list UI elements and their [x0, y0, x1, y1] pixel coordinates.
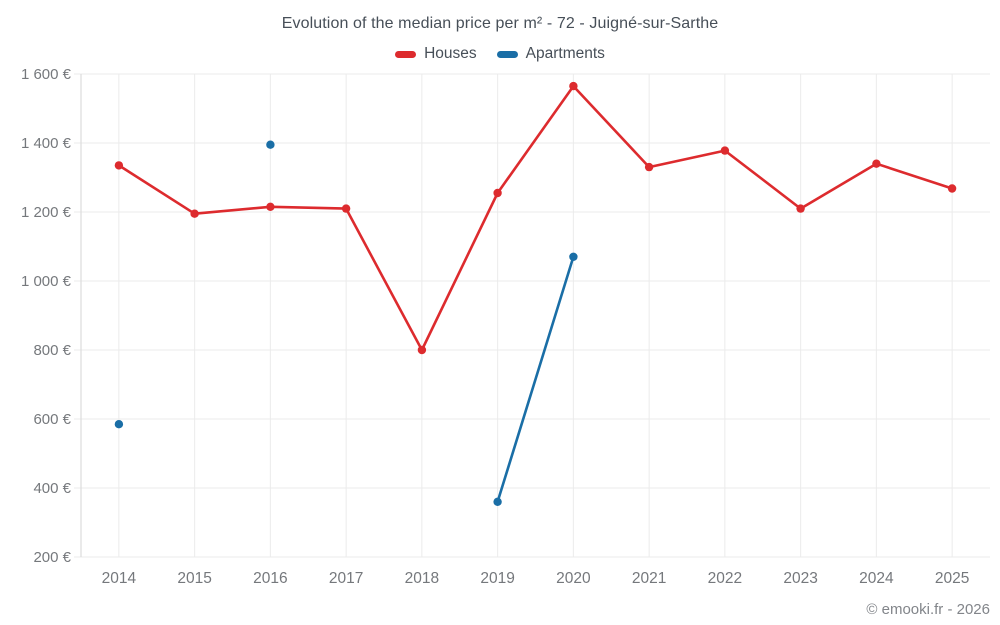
y-axis-tick-label: 600 € — [33, 411, 71, 428]
copyright-notice: © emooki.fr - 2026 — [866, 601, 990, 618]
x-axis-tick-label: 2018 — [405, 570, 439, 587]
apartments-line-series — [114, 140, 578, 506]
apartments-data-point-2020[interactable] — [569, 252, 578, 261]
houses-data-point-2023[interactable] — [796, 204, 805, 213]
houses-data-point-2014[interactable] — [114, 161, 124, 170]
y-axis-tick-label: 400 € — [33, 480, 71, 497]
houses-series-marker — [395, 50, 417, 58]
legend-label: Apartments — [525, 45, 605, 62]
x-axis-tick-label: 2015 — [177, 570, 211, 587]
houses-data-point-2015[interactable] — [190, 209, 199, 218]
houses-data-point-2021[interactable] — [644, 162, 654, 172]
apartments-series-marker — [496, 50, 518, 58]
houses-data-point-2016[interactable] — [266, 202, 275, 211]
y-axis-tick-label: 1 000 € — [21, 273, 72, 290]
apartments-line — [496, 255, 575, 504]
apartments-data-point-2016[interactable] — [266, 140, 275, 149]
x-axis-tick-label: 2021 — [632, 570, 666, 587]
houses-data-point-2019[interactable] — [493, 188, 502, 198]
y-axis-tick-label: 1 200 € — [21, 204, 72, 221]
houses-data-point-2020[interactable] — [569, 81, 578, 91]
houses-data-point-2018[interactable] — [417, 345, 427, 355]
x-axis-tick-label: 2020 — [556, 570, 591, 587]
y-axis-tick-label: 800 € — [33, 342, 71, 359]
legend-item-houses[interactable]: Houses — [395, 45, 477, 63]
chart-title: Evolution of the median price per m² - 7… — [281, 15, 719, 32]
apartments-data-point-2014[interactable] — [114, 420, 124, 429]
y-axis-tick-label: 1 600 € — [21, 66, 72, 83]
y-axis-tick-label: 200 € — [33, 549, 71, 566]
x-axis-tick-label: 2016 — [253, 570, 287, 587]
x-axis-tick-label: 2014 — [102, 570, 137, 587]
houses-data-point-2017[interactable] — [341, 204, 351, 213]
houses-line-series — [114, 81, 957, 355]
x-axis-tick-label: 2019 — [480, 570, 514, 587]
legend-label: Houses — [424, 45, 477, 62]
chart-legend: Houses Apartments — [0, 45, 1000, 63]
houses-line — [117, 84, 954, 352]
x-axis-tick-label: 2017 — [329, 570, 363, 587]
houses-data-point-2022[interactable] — [720, 146, 730, 155]
x-axis-tick-label: 2023 — [783, 570, 817, 587]
houses-data-point-2025[interactable] — [947, 184, 957, 193]
x-axis-tick-label: 2025 — [935, 570, 969, 587]
x-axis-tick-label: 2022 — [708, 570, 742, 587]
legend-item-apartments[interactable]: Apartments — [496, 45, 605, 63]
y-axis-tick-label: 1 400 € — [21, 135, 72, 152]
apartments-data-point-2019[interactable] — [493, 497, 502, 506]
houses-data-point-2024[interactable] — [872, 159, 881, 168]
x-axis-tick-label: 2024 — [859, 570, 894, 587]
